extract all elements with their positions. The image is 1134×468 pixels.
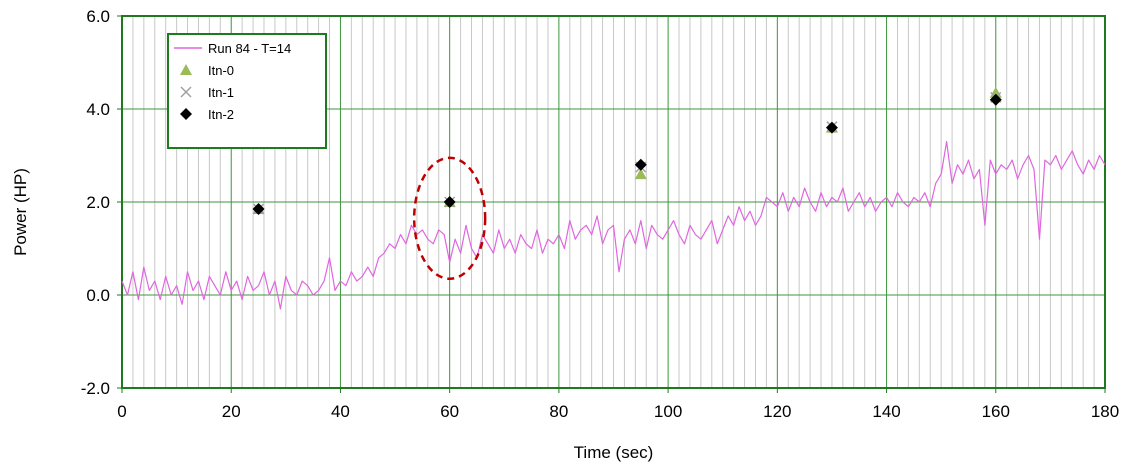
x-axis-ticks: 0 20 40 60 80 100 120 140 160 180: [117, 388, 1119, 421]
x-tick-label: 60: [440, 402, 459, 421]
legend-label: Itn-1: [208, 85, 234, 100]
y-tick-label: 0.0: [86, 286, 110, 305]
legend-swatch-triangle: [180, 64, 192, 75]
annotations: [412, 156, 487, 280]
marker-diamond: [989, 93, 1002, 106]
series-line-run84: [121, 141, 1106, 310]
marker-diamond: [443, 196, 456, 208]
marker-diamond: [634, 158, 647, 171]
legend-swatch-cross: [180, 86, 192, 98]
x-tick-label: 20: [222, 402, 241, 421]
y-axis-ticks: -2.0 0.0 2.0 4.0 6.0: [81, 7, 122, 398]
legend-label: Itn-2: [208, 107, 234, 122]
marker-triangle: [634, 168, 647, 180]
x-tick-label: 160: [982, 402, 1010, 421]
series-run84: [121, 141, 1106, 310]
x-tick-label: 40: [331, 402, 350, 421]
y-tick-label: -2.0: [81, 379, 110, 398]
cross-stroke: [180, 86, 192, 98]
marker-diamond: [252, 202, 265, 215]
x-tick-label: 120: [763, 402, 791, 421]
legend-swatch-diamond: [180, 108, 192, 120]
x-axis-title: Time (sec): [574, 443, 654, 462]
legend-label: Run 84 - T=14: [208, 41, 291, 56]
legend-box: [167, 33, 327, 149]
y-axis-title: Power (HP): [11, 168, 30, 256]
x-tick-label: 180: [1091, 402, 1119, 421]
y-tick-label: 2.0: [86, 193, 110, 212]
legend-label: Itn-0: [208, 63, 234, 78]
iteration-markers: [252, 86, 1002, 215]
marker-diamond: [825, 121, 838, 134]
y-tick-label: 4.0: [86, 100, 110, 119]
x-tick-label: 140: [872, 402, 900, 421]
x-tick-label: 0: [117, 402, 126, 421]
x-tick-label: 80: [549, 402, 568, 421]
y-tick-label: 6.0: [86, 7, 110, 26]
highlight-ellipse: [412, 156, 487, 280]
x-tick-label: 100: [654, 402, 682, 421]
legend: Run 84 - T=14 Itn-0 Itn-1 Itn-2: [167, 33, 327, 149]
